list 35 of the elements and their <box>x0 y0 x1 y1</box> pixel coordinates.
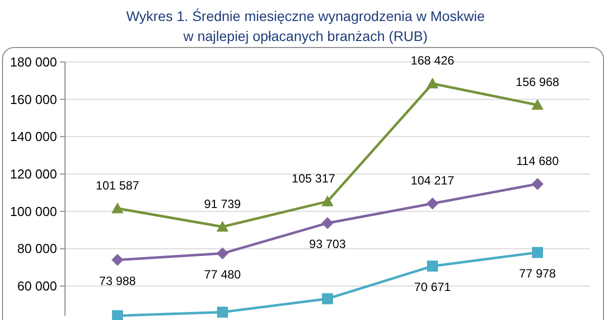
point <box>322 293 333 304</box>
data-label: 77 480 <box>204 267 242 282</box>
data-label: 73 988 <box>99 274 136 288</box>
y-tick-label: 100 000 <box>10 204 57 219</box>
point <box>427 260 438 272</box>
point <box>112 202 124 214</box>
point <box>532 99 544 110</box>
data-label: 91 739 <box>204 196 242 211</box>
data-label: 70 671 <box>414 280 452 294</box>
point <box>112 254 124 266</box>
data-label: 101 587 <box>96 178 140 192</box>
y-tick-label: 120 000 <box>10 166 57 182</box>
point <box>216 220 228 232</box>
point <box>217 306 228 318</box>
point <box>426 197 438 210</box>
data-label: 156 968 <box>516 75 560 89</box>
data-label: 114 680 <box>516 154 560 168</box>
data-label: 93 703 <box>309 237 346 252</box>
chart-title: Wykres 1. Średnie miesięczne wynagrodzenia w Moskwie w najlepiej opłacanych branżach (RUB) <box>126 8 485 44</box>
point <box>532 178 544 190</box>
data-label: 104 217 <box>410 173 455 188</box>
point <box>322 195 334 206</box>
y-tick-label: 80 000 <box>17 241 57 256</box>
y-tick-label: 160 000 <box>10 92 57 107</box>
point <box>426 78 438 88</box>
y-tick-label: 140 000 <box>10 129 57 144</box>
point <box>112 310 123 320</box>
point <box>216 247 228 260</box>
y-tick-label: 60 000 <box>17 278 57 294</box>
data-label: 77 978 <box>519 266 556 280</box>
point <box>532 246 543 258</box>
point <box>322 217 334 230</box>
y-tick-label: 180 000 <box>10 54 57 70</box>
data-label: 105 317 <box>292 171 336 186</box>
data-label: 168 426 <box>410 54 455 68</box>
